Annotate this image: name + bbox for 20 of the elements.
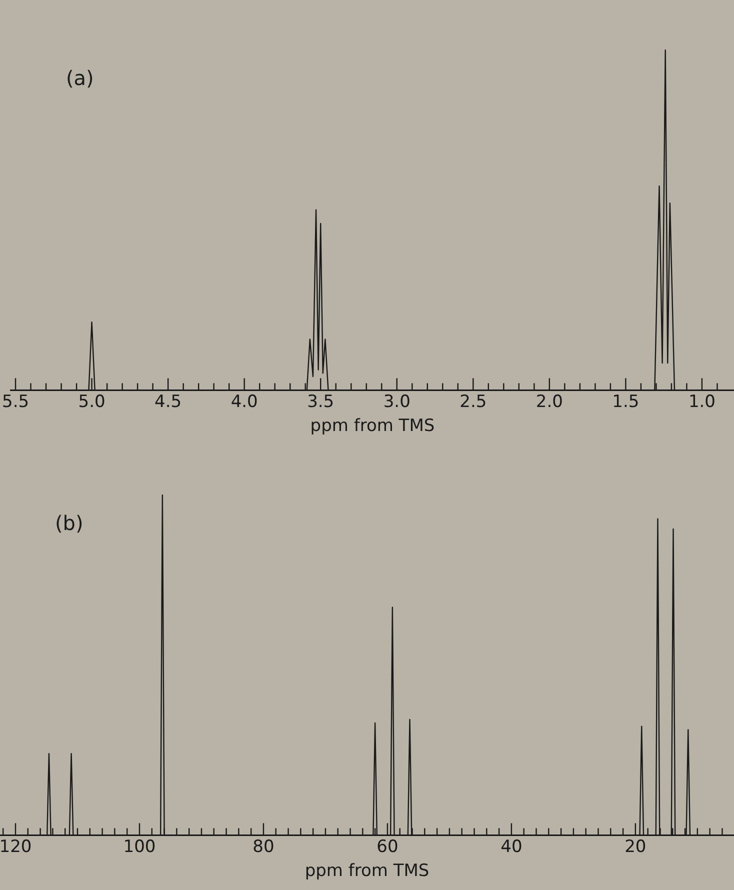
x-tick-label: 5.5 xyxy=(2,392,30,412)
x-tick-label: 3.5 xyxy=(307,392,334,412)
x-tick-label: 20 xyxy=(624,836,646,857)
x-tick-label: 100 xyxy=(123,836,156,857)
x-tick-label: 3.0 xyxy=(383,392,410,412)
x-axis-title: ppm from TMS xyxy=(310,416,435,436)
x-tick-label: 80 xyxy=(252,836,274,857)
annotation: (a) xyxy=(66,66,94,90)
x-tick-label: 2.0 xyxy=(536,392,563,412)
x-tick-label: 40 xyxy=(500,836,522,857)
x-axis-title: ppm from TMS xyxy=(304,861,430,882)
x-tick-label: 120 xyxy=(0,836,32,857)
annotation: (b) xyxy=(55,511,84,536)
x-tick-label: 2.5 xyxy=(460,392,487,412)
x-tick-label: 4.5 xyxy=(154,392,182,412)
x-tick-label: 1.0 xyxy=(688,392,716,412)
x-tick-label: 4.0 xyxy=(230,392,258,412)
x-tick-label: 60 xyxy=(376,836,398,857)
x-tick-label: 1.5 xyxy=(612,392,640,412)
x-tick-label: 5.0 xyxy=(78,392,106,412)
